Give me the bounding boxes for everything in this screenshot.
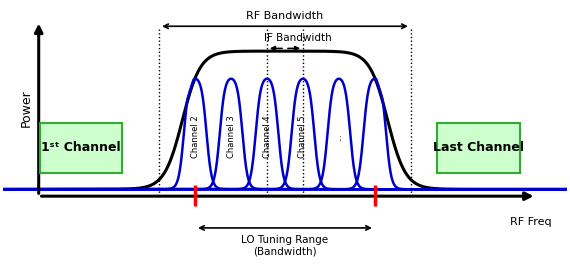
Text: Power: Power (19, 90, 32, 127)
Text: Channel 3: Channel 3 (227, 116, 235, 158)
Text: ...: ... (335, 133, 343, 141)
FancyBboxPatch shape (437, 123, 520, 173)
Text: IF Bandwidth: IF Bandwidth (264, 33, 332, 43)
Text: LO Tuning Range
(Bandwidth): LO Tuning Range (Bandwidth) (242, 235, 328, 256)
Text: Last Channel: Last Channel (433, 141, 524, 154)
FancyBboxPatch shape (40, 123, 123, 173)
Text: Channel 2: Channel 2 (191, 116, 200, 158)
Text: 1ˢᵗ Channel: 1ˢᵗ Channel (41, 141, 121, 154)
Text: Channel 4: Channel 4 (263, 116, 271, 158)
Text: RF Freq: RF Freq (511, 217, 552, 227)
Text: Channel 5: Channel 5 (299, 116, 307, 158)
Text: RF Bandwidth: RF Bandwidth (246, 11, 324, 21)
